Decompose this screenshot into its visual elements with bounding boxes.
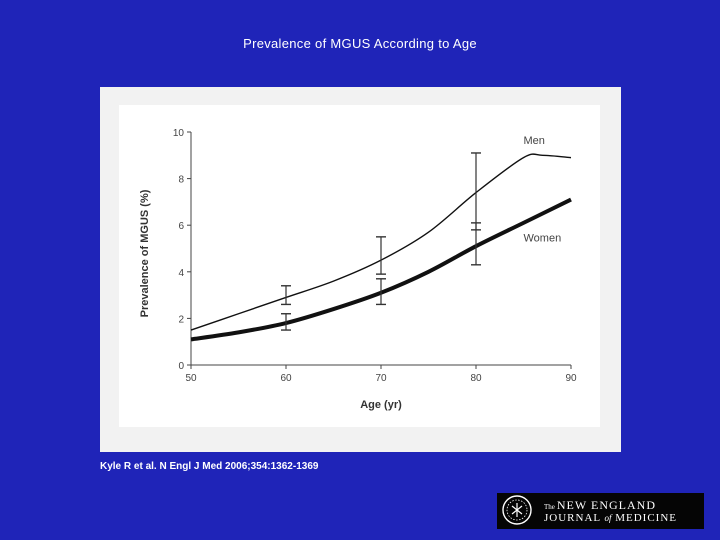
x-tick-label: 60 (280, 373, 292, 384)
y-tick-label: 2 (178, 314, 184, 325)
y-tick-label: 10 (173, 128, 185, 139)
x-tick-label: 90 (565, 373, 577, 384)
plot-background (119, 105, 600, 427)
series-men-line (190, 153, 572, 331)
logo-the: The (544, 503, 555, 511)
error-bar-women (281, 313, 291, 331)
logo-journal: JOURNAL (544, 512, 601, 524)
error-bar-women (471, 222, 481, 266)
logo-line2: JOURNAL of MEDICINE (544, 512, 677, 524)
logo-of: of (604, 513, 612, 523)
y-axis-label: Prevalence of MGUS (%) (139, 189, 151, 317)
slide-title: Prevalence of MGUS According to Age (243, 36, 477, 51)
x-axis-label: Age (yr) (360, 399, 402, 411)
error-bar-women (376, 278, 386, 306)
y-tick-label: 8 (178, 175, 184, 186)
error-bar-men (376, 236, 386, 275)
citation: Kyle R et al. N Engl J Med 2006;354:1362… (100, 461, 319, 472)
y-tick-label: 0 (178, 361, 184, 372)
legend-women: Women (524, 233, 562, 245)
error-bar-men (281, 285, 291, 306)
logo-medicine: MEDICINE (615, 512, 678, 524)
journal-logo: The NEW ENGLAND JOURNAL of MEDICINE (497, 493, 704, 529)
x-tick-label: 70 (375, 373, 387, 384)
logo-line1: The NEW ENGLAND (544, 498, 656, 513)
mgus-prevalence-chart: 0 2 4 6 8 10 50 60 70 80 90 Men Women Age (yr) Pr… (119, 105, 600, 427)
legend-men: Men (524, 135, 545, 147)
logo-new-england: NEW ENGLAND (556, 498, 656, 512)
chart-panel: 0 2 4 6 8 10 50 60 70 80 90 Men Women Age (yr) Pr… (100, 87, 621, 452)
journal-seal-icon (502, 495, 532, 525)
y-tick-label: 6 (178, 221, 184, 232)
x-tick-label: 80 (470, 373, 482, 384)
x-tick-label: 50 (185, 373, 197, 384)
y-tick-label: 4 (178, 268, 184, 279)
